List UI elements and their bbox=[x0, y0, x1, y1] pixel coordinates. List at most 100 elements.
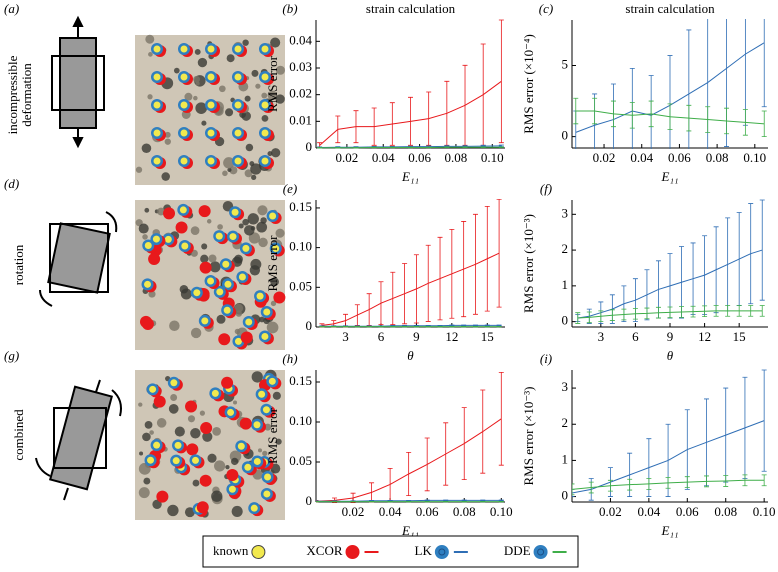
speckle bbox=[225, 108, 234, 117]
known-point bbox=[207, 277, 215, 285]
known-point bbox=[250, 504, 258, 512]
series-line bbox=[572, 479, 765, 490]
speckle bbox=[275, 65, 285, 75]
x-tick-label: 0.04 bbox=[630, 150, 653, 165]
error-bar bbox=[761, 110, 767, 138]
known-point bbox=[153, 441, 161, 449]
known-point bbox=[253, 421, 261, 429]
chart: (b) strain calculation RMS error E₁₁ 0 0.01 0.… bbox=[265, 1, 505, 184]
y-tick-label: 0.15 bbox=[289, 373, 312, 388]
y-tick-label: 0.15 bbox=[289, 199, 312, 214]
speckle bbox=[170, 394, 178, 401]
x-tick-label: 0.08 bbox=[714, 504, 737, 519]
speckle bbox=[264, 423, 272, 431]
speckle bbox=[142, 234, 148, 240]
speckle bbox=[197, 57, 208, 68]
y-tick-label: 0.01 bbox=[289, 112, 312, 127]
speckle bbox=[248, 232, 261, 244]
speckle bbox=[143, 477, 151, 485]
x-axis-label: θ bbox=[407, 348, 414, 363]
y-axis-label: RMS error bbox=[265, 55, 280, 112]
y-tick-label: 0.02 bbox=[289, 86, 312, 101]
series-line bbox=[577, 310, 763, 319]
xcor-point bbox=[199, 261, 212, 274]
speckle bbox=[209, 261, 221, 273]
speckle bbox=[251, 174, 257, 180]
speckle bbox=[266, 321, 279, 334]
legend-marker bbox=[345, 545, 360, 559]
y-tick-label: 0 bbox=[562, 128, 569, 143]
speckle bbox=[184, 507, 195, 518]
speckle bbox=[212, 427, 222, 436]
known-point bbox=[222, 260, 230, 268]
speckle bbox=[219, 85, 226, 93]
x-tick-label: 3 bbox=[598, 329, 605, 344]
series-line bbox=[321, 324, 500, 327]
speckle bbox=[271, 148, 281, 158]
y-tick-label: 0.03 bbox=[289, 59, 312, 74]
speckle bbox=[234, 254, 243, 264]
known-point bbox=[215, 232, 223, 240]
known-point bbox=[237, 442, 245, 450]
y-tick-label: 0.04 bbox=[289, 32, 312, 47]
chart-title: strain calculation bbox=[366, 1, 456, 16]
error-bar bbox=[761, 19, 767, 108]
legend-marker-inner bbox=[438, 548, 446, 556]
panel-label: (d) bbox=[4, 176, 19, 191]
panel-label: (h) bbox=[282, 351, 297, 366]
speckle bbox=[138, 462, 151, 475]
series-line bbox=[319, 146, 502, 149]
y-tick-label: 0.10 bbox=[289, 239, 312, 254]
known-point bbox=[153, 45, 161, 53]
row-label: incompressible bbox=[5, 55, 20, 134]
speckle bbox=[241, 111, 251, 121]
speckle bbox=[244, 95, 251, 102]
known-point bbox=[144, 280, 152, 288]
known-point bbox=[261, 45, 269, 53]
speckle-image bbox=[135, 200, 286, 350]
chart: (e) RMS error θ 0 0.05 0.10 0.15 3 6 9 12 15 bbox=[265, 181, 505, 363]
row-label: combined bbox=[11, 409, 26, 461]
x-tick-label: 0.02 bbox=[599, 504, 622, 519]
known-point bbox=[180, 45, 188, 53]
speckle bbox=[259, 316, 265, 323]
xcor-point bbox=[200, 422, 213, 435]
xcor-point bbox=[156, 490, 169, 503]
known-point bbox=[207, 129, 215, 137]
speckle bbox=[270, 300, 277, 307]
speckle bbox=[139, 451, 144, 456]
xcor-point bbox=[226, 468, 239, 481]
known-point bbox=[263, 490, 271, 498]
known-point bbox=[180, 129, 188, 137]
speckle bbox=[244, 169, 253, 178]
legend-box bbox=[202, 535, 579, 568]
known-point bbox=[153, 101, 161, 109]
speckle bbox=[275, 228, 285, 238]
known-point bbox=[153, 73, 161, 81]
speckle bbox=[251, 69, 259, 77]
known-point bbox=[216, 288, 224, 296]
panel-label: (g) bbox=[4, 348, 19, 363]
known-point bbox=[272, 244, 280, 252]
legend-marker bbox=[251, 545, 266, 559]
x-tick-label: 0.06 bbox=[668, 150, 691, 165]
speckle bbox=[190, 327, 202, 339]
y-tick-label: 1 bbox=[562, 451, 569, 466]
known-point bbox=[245, 318, 253, 326]
speckle bbox=[225, 464, 230, 470]
speckle bbox=[164, 131, 171, 138]
y-axis-label: RMS error (×10⁻³) bbox=[521, 387, 536, 486]
error-bar bbox=[761, 474, 767, 487]
known-point bbox=[211, 389, 219, 397]
known-point bbox=[234, 73, 242, 81]
known-point bbox=[201, 317, 209, 325]
known-point bbox=[164, 235, 172, 243]
known-point bbox=[261, 332, 269, 340]
x-tick-label: 0.04 bbox=[372, 150, 395, 165]
x-tick-label: 0.10 bbox=[481, 150, 504, 165]
known-point bbox=[193, 289, 201, 297]
plot-area bbox=[316, 372, 504, 503]
speckle bbox=[275, 438, 282, 445]
speckle bbox=[255, 83, 261, 89]
